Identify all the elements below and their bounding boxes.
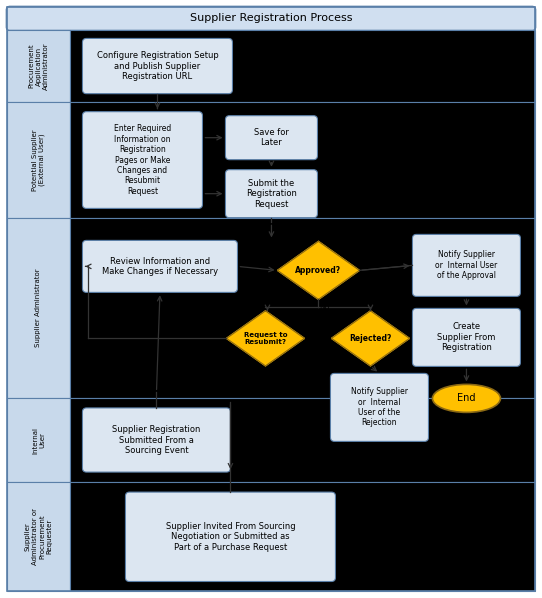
Polygon shape bbox=[227, 311, 305, 366]
Text: Create
Supplier From
Registration: Create Supplier From Registration bbox=[437, 322, 495, 352]
Bar bbox=[70, 482, 535, 591]
Text: Potential Supplier
(External User): Potential Supplier (External User) bbox=[32, 129, 45, 191]
FancyBboxPatch shape bbox=[82, 408, 230, 472]
FancyBboxPatch shape bbox=[82, 112, 203, 208]
Text: Supplier Administrator: Supplier Administrator bbox=[35, 269, 42, 347]
Text: Request to
Resubmit?: Request to Resubmit? bbox=[244, 332, 287, 345]
Text: Internal
User: Internal User bbox=[32, 426, 45, 453]
Text: Yes: Yes bbox=[367, 260, 379, 269]
Bar bbox=[7, 482, 70, 591]
Text: Enter Required
Information on
Registration
Pages or Make
Changes and
Resubmit
Re: Enter Required Information on Registrati… bbox=[114, 124, 171, 196]
Text: Configure Registration Setup
and Publish Supplier
Registration URL: Configure Registration Setup and Publish… bbox=[96, 51, 218, 81]
Bar bbox=[70, 398, 535, 482]
Ellipse shape bbox=[433, 385, 500, 413]
FancyBboxPatch shape bbox=[7, 7, 535, 30]
Text: Submit the
Registration
Request: Submit the Registration Request bbox=[246, 179, 297, 209]
FancyBboxPatch shape bbox=[7, 7, 535, 30]
Text: Notify Supplier
or  Internal User
of the Approval: Notify Supplier or Internal User of the … bbox=[435, 251, 498, 280]
FancyBboxPatch shape bbox=[412, 234, 520, 297]
Bar bbox=[70, 30, 535, 102]
Bar bbox=[70, 218, 535, 398]
Text: Notify Supplier
or  Internal
User of the
Rejection: Notify Supplier or Internal User of the … bbox=[351, 388, 408, 428]
Bar bbox=[70, 102, 535, 218]
Bar bbox=[7, 398, 70, 482]
Text: End: End bbox=[457, 393, 476, 404]
Bar bbox=[7, 30, 70, 102]
Polygon shape bbox=[332, 311, 409, 366]
Text: Supplier Registration Process: Supplier Registration Process bbox=[190, 14, 352, 23]
Text: Rejected?: Rejected? bbox=[349, 334, 392, 343]
FancyBboxPatch shape bbox=[331, 373, 429, 441]
Polygon shape bbox=[278, 242, 359, 300]
Text: Review Information and
Make Changes if Necessary: Review Information and Make Changes if N… bbox=[102, 257, 218, 276]
Text: No: No bbox=[319, 303, 330, 312]
Bar bbox=[7, 218, 70, 398]
Text: Approved?: Approved? bbox=[295, 266, 341, 275]
FancyBboxPatch shape bbox=[225, 170, 318, 218]
FancyBboxPatch shape bbox=[82, 240, 237, 292]
FancyBboxPatch shape bbox=[225, 115, 318, 160]
Text: Procurement
Application
Administrator: Procurement Application Administrator bbox=[29, 42, 48, 90]
Text: Yes: Yes bbox=[207, 327, 218, 333]
Text: Save for
Later: Save for Later bbox=[254, 128, 289, 147]
Text: Supplier
Administrator or
Procurement
Requester: Supplier Administrator or Procurement Re… bbox=[25, 508, 52, 565]
Bar bbox=[7, 102, 70, 218]
Text: Supplier Registration
Submitted From a
Sourcing Event: Supplier Registration Submitted From a S… bbox=[112, 425, 201, 455]
FancyBboxPatch shape bbox=[412, 309, 520, 367]
FancyBboxPatch shape bbox=[125, 492, 335, 581]
Text: Supplier Invited From Sourcing
Negotiation or Submitted as
Part of a Purchase Re: Supplier Invited From Sourcing Negotiati… bbox=[166, 522, 295, 552]
FancyBboxPatch shape bbox=[82, 38, 233, 94]
